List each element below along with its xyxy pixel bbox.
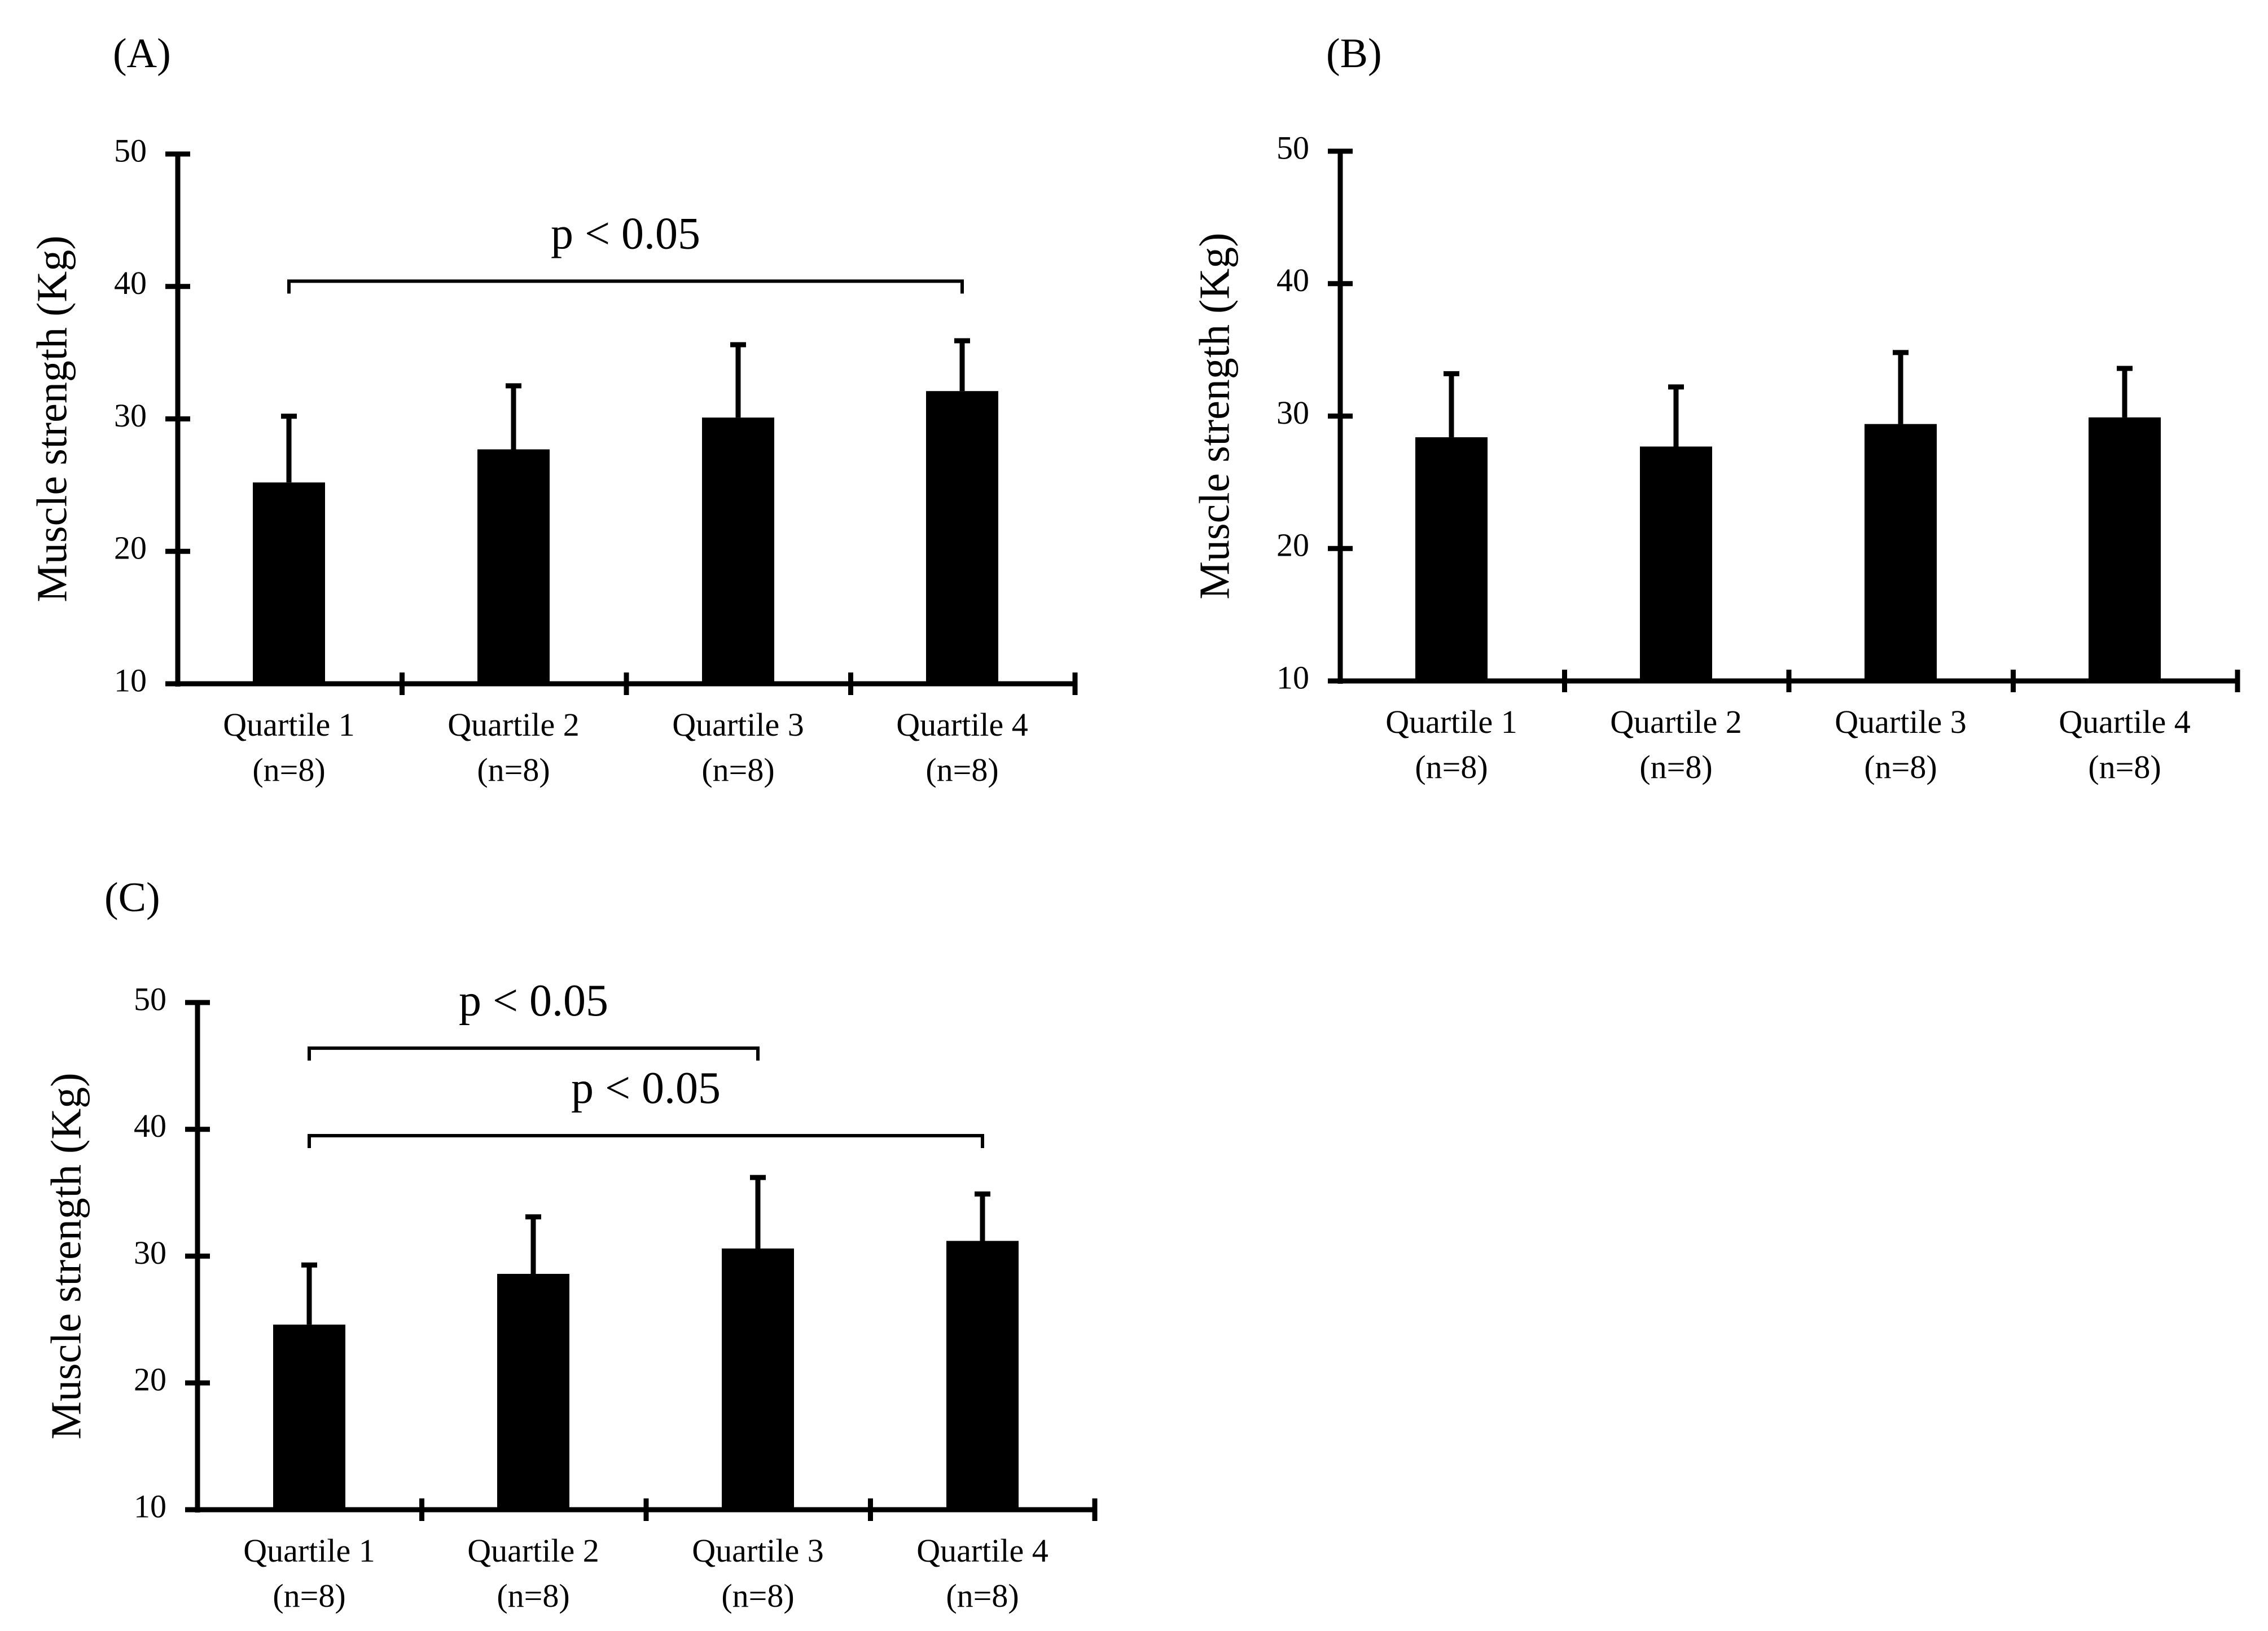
- bar: [253, 482, 325, 684]
- y-tick-label: 20: [1276, 527, 1309, 564]
- significance-bracket: [308, 1133, 984, 1148]
- bar: [1865, 424, 1937, 681]
- x-tick-sublabel: (n=8): [925, 751, 998, 788]
- y-tick-label: 40: [114, 265, 147, 301]
- x-tick-label: Quartile 4: [2059, 704, 2191, 740]
- x-tick-sublabel: (n=8): [1415, 749, 1488, 785]
- x-tick-label: Quartile 1: [1385, 704, 1517, 740]
- bar: [702, 417, 774, 684]
- y-tick-label: 10: [134, 1488, 166, 1524]
- y-tick-label: 30: [134, 1234, 166, 1271]
- y-tick-label: 20: [114, 530, 147, 566]
- y-tick-label: 40: [134, 1107, 166, 1144]
- y-tick-label: 50: [114, 132, 147, 169]
- bar: [722, 1248, 794, 1510]
- y-axis-title: Muscle strength (Kg): [28, 235, 76, 602]
- y-tick-label: 40: [1276, 262, 1309, 298]
- panel-label: (B): [1326, 30, 1382, 77]
- y-tick-label: 30: [114, 397, 147, 434]
- x-tick-label: Quartile 3: [672, 706, 804, 743]
- x-tick-label: Quartile 4: [896, 706, 1028, 743]
- x-tick-label: Quartile 3: [1835, 704, 1967, 740]
- x-tick-sublabel: (n=8): [1864, 749, 1937, 785]
- y-tick-label: 10: [114, 662, 147, 698]
- x-tick-label: Quartile 3: [692, 1532, 824, 1569]
- bar: [477, 449, 550, 684]
- significance-label: p < 0.05: [459, 976, 608, 1026]
- x-tick-sublabel: (n=8): [721, 1577, 794, 1614]
- x-tick-label: Quartile 2: [467, 1532, 599, 1569]
- chart-panel-b: (B) Muscle strength (Kg) 10 20 30 40 50 Quartil…: [1191, 30, 2240, 785]
- y-tick-label: 30: [1276, 394, 1309, 431]
- y-tick-label: 50: [1276, 129, 1309, 166]
- x-tick-sublabel: (n=8): [477, 751, 550, 788]
- panel-label: (A): [113, 30, 171, 77]
- x-tick-sublabel: (n=8): [946, 1577, 1019, 1614]
- y-axis-title: Muscle strength (Kg): [1191, 232, 1238, 599]
- panel-label: (C): [104, 874, 160, 921]
- bar: [497, 1273, 569, 1510]
- x-tick-label: Quartile 1: [223, 706, 355, 743]
- y-tick-label: 10: [1276, 659, 1309, 696]
- x-tick-sublabel: (n=8): [273, 1577, 345, 1614]
- x-tick-sublabel: (n=8): [497, 1577, 569, 1614]
- y-tick-label: 50: [134, 981, 166, 1017]
- significance-bracket: [308, 1046, 760, 1061]
- significance-label: p < 0.05: [571, 1063, 721, 1113]
- y-axis-title: Muscle strength (Kg): [42, 1072, 90, 1439]
- bar: [2089, 417, 2161, 681]
- bar: [946, 1241, 1019, 1510]
- y-tick-label: 20: [134, 1361, 166, 1398]
- bar: [1640, 446, 1712, 681]
- significance-label: p < 0.05: [551, 209, 700, 258]
- x-tick-label: Quartile 2: [448, 706, 580, 743]
- x-tick-sublabel: (n=8): [1639, 749, 1712, 785]
- bar: [273, 1324, 345, 1510]
- chart-panel-c: (C) Muscle strength (Kg) 10 20 30 40 50 Quartil…: [42, 874, 1098, 1614]
- bar: [1415, 437, 1488, 681]
- x-tick-label: Quartile 2: [1610, 704, 1742, 740]
- x-tick-sublabel: (n=8): [2088, 749, 2161, 785]
- x-tick-sublabel: (n=8): [701, 751, 774, 788]
- bar: [926, 391, 998, 684]
- x-tick-label: Quartile 4: [916, 1532, 1049, 1569]
- significance-bracket: [287, 279, 964, 294]
- chart-panel-a: (A) Muscle strength (Kg) 10 20 30 40 50 Quartil…: [28, 30, 1078, 788]
- x-tick-label: Quartile 1: [243, 1532, 375, 1569]
- x-tick-sublabel: (n=8): [252, 751, 325, 788]
